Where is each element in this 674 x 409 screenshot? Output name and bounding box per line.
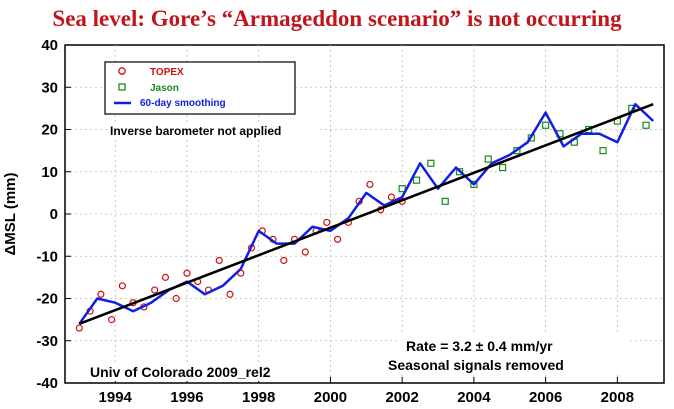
topex-point [280,256,288,265]
x-tick-label: 2006 [529,389,562,406]
topex-point [118,282,126,290]
jason-point [498,163,507,172]
trend-line [78,102,654,326]
jason-point [484,155,492,163]
chart-headline: Sea level: Gore’s “Armageddon scenario” … [52,6,622,31]
annotation-rate-bg [398,333,630,373]
annotation-source: Univ of Colorado 2009_rel2 [90,364,271,380]
legend-topex-label: TOPEX [150,67,184,78]
topex-point [75,324,83,332]
x-axis: 1994 1996 1998 2000 2002 2004 2006 2008 [99,377,634,406]
topex-point [172,294,180,303]
y-tick-label: 30 [41,79,58,96]
x-tick-label: 2002 [385,389,418,406]
jason-point [470,180,478,189]
y-tick-label: 0 [50,206,58,223]
annotation-source-bg [86,363,308,381]
legend-jason-marker [118,83,126,91]
y-axis-label: ΔMSL (mm) [2,172,19,255]
y-tick-label: -10 [36,248,58,265]
topex-point [226,290,234,298]
trend-line-path [78,102,654,326]
topex-point [333,235,342,243]
y-tick-label: -20 [36,291,58,308]
legend-topex-marker [118,67,126,75]
topex-point [97,290,105,298]
jason-point [599,147,607,155]
jason-point [642,121,650,129]
topex-point [108,316,116,324]
topex-point [323,218,331,227]
y-tick-label: -30 [36,333,58,350]
topex-point [151,286,159,294]
topex-point [366,180,374,189]
y-tick-label: 20 [41,122,58,139]
x-tick-label: 1994 [99,389,133,406]
x-tick-label: 2008 [601,389,634,406]
topex-point [387,193,396,201]
topex-point [215,256,223,265]
legend: TOPEX Jason 60-day smoothing [104,61,296,115]
annotation-inverse-barometer: Inverse barometer not applied [110,124,281,138]
y-tick-label: 40 [41,37,58,54]
jason-point [427,159,435,167]
legend-jason-label: Jason [150,83,179,94]
jason-point [412,176,421,184]
annotation-rate: Rate = 3.2 ± 0.4 mm/yr [406,338,553,354]
jason-point [398,185,406,193]
y-tick-label: 10 [41,164,58,181]
jason-point [455,168,464,176]
x-tick-label: 2004 [457,389,491,406]
topex-point [183,269,191,277]
jason-series [398,104,650,205]
y-tick-label: -40 [36,375,58,392]
topex-point [161,273,170,281]
jason-point [441,197,449,205]
jason-point [542,121,550,129]
x-tick-label: 2000 [314,389,347,406]
x-tick-label: 1996 [170,389,203,406]
y-axis: -40 -30 -20 -10 0 10 20 30 40 [36,37,71,392]
legend-box [104,61,296,115]
topex-point [301,248,309,256]
annotation-inverse-bg [108,123,318,138]
annotation-seasonal: Seasonal signals removed [388,357,564,373]
legend-smoothing-label: 60-day smoothing [140,98,226,109]
x-tick-label: 1998 [242,389,275,406]
